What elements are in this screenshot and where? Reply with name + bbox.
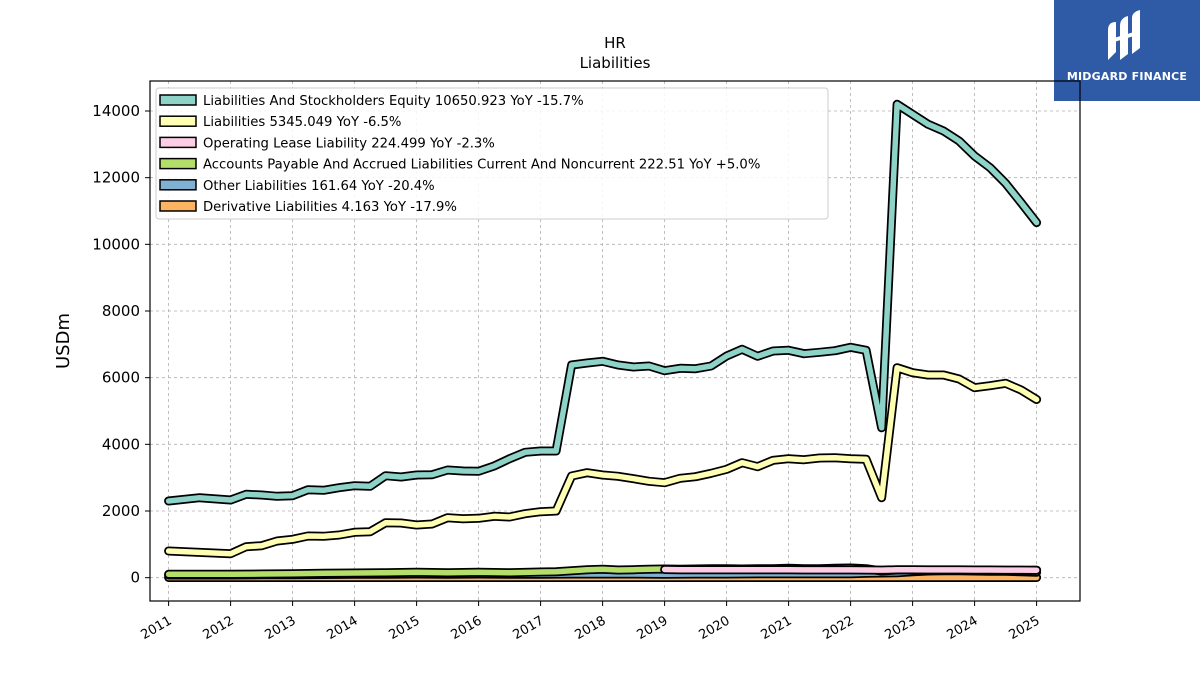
- y-tick-label: 12000: [92, 169, 140, 187]
- chart-subtitle: Liabilities: [580, 54, 651, 72]
- y-axis: 0 2000 4000 6000 8000 10000 12000 14000: [92, 102, 150, 587]
- x-tick-label: 2018: [572, 613, 608, 643]
- y-tick-label: 6000: [102, 369, 140, 387]
- legend-label: Liabilities And Stockholders Equity 1065…: [203, 94, 584, 109]
- x-tick-label: 2020: [696, 613, 732, 643]
- legend-label: Derivative Liabilities 4.163 YoY -17.9%: [203, 200, 457, 215]
- x-tick-label: 2016: [448, 613, 484, 643]
- x-tick-label: 2017: [510, 613, 546, 643]
- x-tick-label: 2022: [820, 613, 856, 643]
- y-tick-label: 4000: [102, 435, 140, 453]
- legend-swatch: [159, 200, 197, 212]
- x-tick-label: 2014: [324, 613, 360, 643]
- legend-label: Other Liabilities 161.64 YoY -20.4%: [203, 179, 435, 194]
- series-group: [164, 99, 1042, 582]
- x-tick-label: 2025: [1006, 613, 1042, 643]
- x-axis: 2011 2012 2013 2014 2015 2016 2017 2018 2019 2020…: [138, 601, 1043, 643]
- midgard-logo-icon: [1108, 10, 1140, 60]
- legend-label: Operating Lease Liability 224.499 YoY -2…: [203, 136, 495, 151]
- logo-text: MIDGARD FINANCE: [1066, 70, 1188, 83]
- y-axis-label: USDm: [53, 313, 74, 369]
- y-tick-label: 14000: [92, 102, 140, 120]
- y-tick-label: 10000: [92, 235, 140, 253]
- legend-box: [155, 87, 829, 220]
- legend-swatch: [159, 179, 197, 191]
- y-tick-label: 8000: [102, 302, 140, 320]
- series-line-operating-lease-liability: [661, 566, 1040, 573]
- x-tick-label: 2019: [634, 613, 670, 643]
- series-line-liabilities-and-stockholders-equity: [165, 101, 1040, 504]
- brand-logo: MIDGARD FINANCE: [1054, 0, 1200, 101]
- x-tick-label: 2023: [882, 613, 918, 643]
- y-tick-label: 0: [130, 569, 140, 587]
- chart-title: HR: [604, 34, 626, 52]
- legend-label: Accounts Payable And Accrued Liabilities…: [203, 158, 760, 173]
- x-tick-label: 2012: [200, 613, 236, 643]
- x-tick-label: 2024: [944, 613, 980, 643]
- x-tick-label: 2013: [262, 613, 298, 643]
- x-tick-label: 2015: [386, 613, 422, 643]
- y-tick-label: 2000: [102, 502, 140, 520]
- x-tick-label: 2011: [138, 613, 174, 643]
- series-line-liabilities: [165, 364, 1040, 557]
- legend-swatch: [159, 136, 197, 149]
- legend: Liabilities And Stockholders Equity 1065…: [155, 87, 829, 220]
- legend-label: Liabilities 5345.049 YoY -6.5%: [203, 115, 401, 130]
- plot-frame: [149, 80, 1081, 602]
- x-tick-label: 2021: [758, 613, 794, 643]
- legend-swatch: [159, 115, 197, 127]
- legend-swatch: [159, 157, 197, 170]
- legend-swatch: [159, 94, 197, 106]
